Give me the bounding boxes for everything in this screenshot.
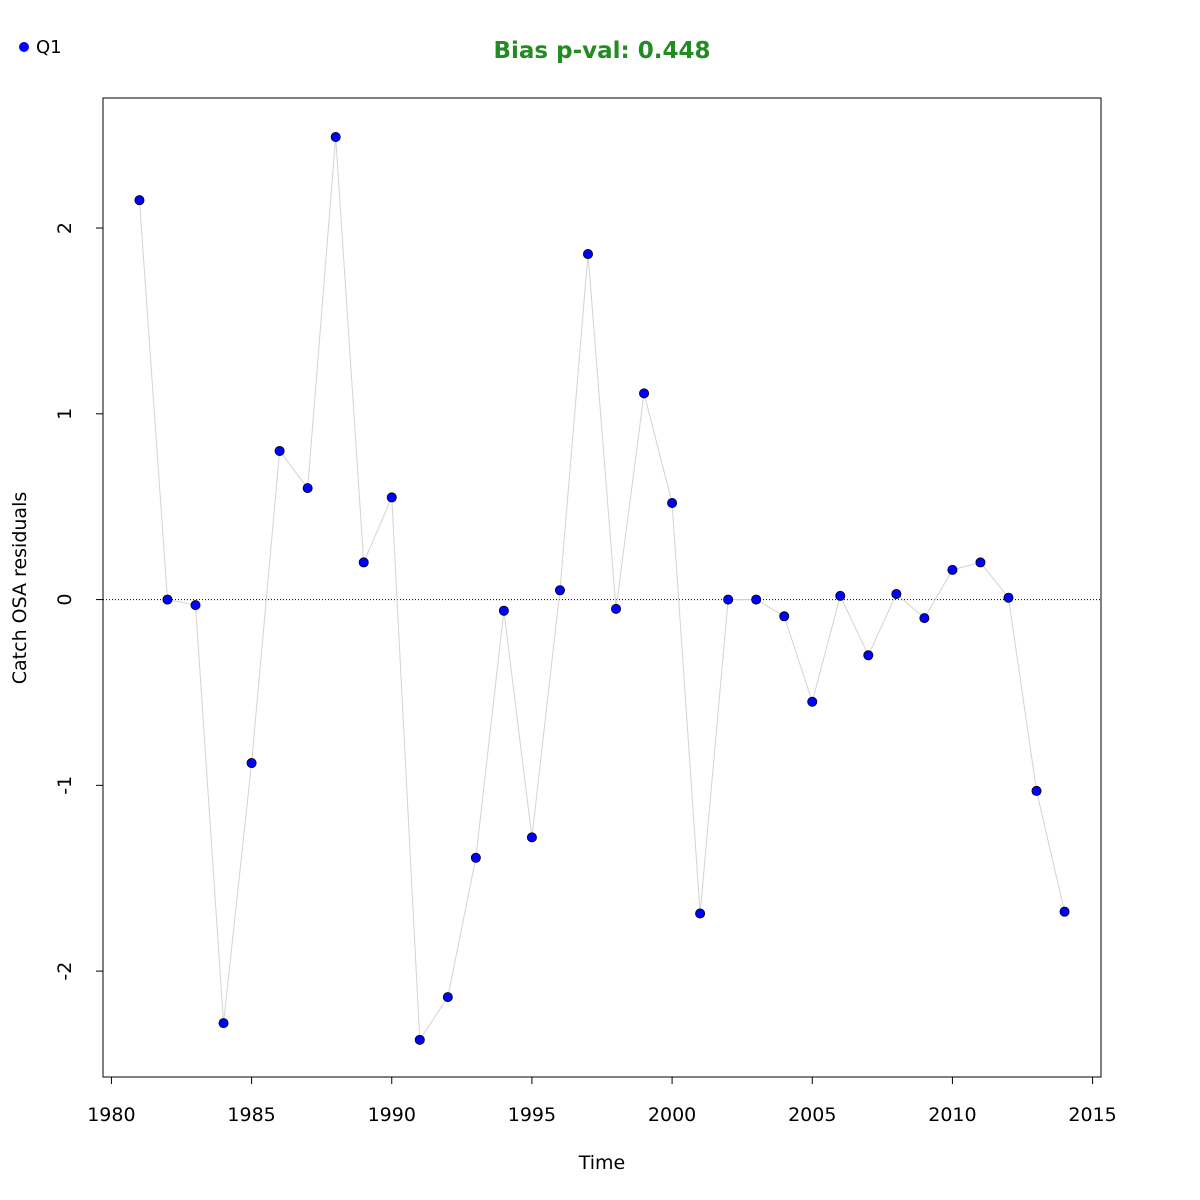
data-point-1991 bbox=[414, 1034, 425, 1045]
y-tick-label: 1 bbox=[54, 408, 76, 420]
y-axis: -2 -1 0 1 2 bbox=[54, 222, 104, 981]
legend: Q1 bbox=[19, 37, 62, 58]
data-point-1992 bbox=[442, 992, 453, 1003]
x-axis-title: Time bbox=[578, 1152, 626, 1174]
data-point-1989 bbox=[358, 557, 369, 568]
data-point-2011 bbox=[975, 557, 986, 568]
y-tick-label: -1 bbox=[54, 776, 76, 795]
data-point-1988 bbox=[330, 132, 341, 143]
data-point-2003 bbox=[751, 594, 762, 605]
data-point-2007 bbox=[863, 650, 874, 661]
y-tick-label: -2 bbox=[54, 962, 76, 981]
data-point-2010 bbox=[947, 564, 958, 575]
data-point-1982 bbox=[162, 594, 173, 605]
x-tick-label: 1990 bbox=[368, 1104, 416, 1126]
data-point-1983 bbox=[190, 600, 201, 611]
data-point-1997 bbox=[582, 249, 593, 260]
data-point-1985 bbox=[246, 758, 257, 769]
x-tick-label: 1995 bbox=[508, 1104, 556, 1126]
x-tick-label: 1980 bbox=[87, 1104, 135, 1126]
data-point-2004 bbox=[779, 611, 790, 622]
y-tick-label: 0 bbox=[54, 594, 76, 606]
x-tick-label: 2005 bbox=[788, 1104, 836, 1126]
x-tick-label: 2015 bbox=[1068, 1104, 1116, 1126]
data-point-1995 bbox=[526, 832, 537, 843]
data-point-1999 bbox=[639, 388, 650, 399]
data-point-1981 bbox=[134, 195, 145, 206]
x-tick-label: 2010 bbox=[928, 1104, 976, 1126]
data-point-1996 bbox=[554, 585, 565, 596]
series-points bbox=[134, 132, 1070, 1045]
plot-frame bbox=[102, 97, 1102, 1078]
data-point-2013 bbox=[1031, 785, 1042, 796]
data-point-2001 bbox=[695, 908, 706, 919]
x-tick-label: 1985 bbox=[227, 1104, 275, 1126]
data-point-1998 bbox=[611, 603, 622, 614]
data-point-2002 bbox=[723, 594, 734, 605]
x-axis: 1980 1985 1990 1995 2000 2005 2010 2015 bbox=[87, 1076, 1117, 1126]
data-point-2014 bbox=[1059, 906, 1070, 917]
data-point-1993 bbox=[470, 852, 481, 863]
chart-title: Bias p-val: 0.448 bbox=[494, 38, 711, 64]
legend-marker bbox=[19, 42, 29, 52]
data-point-1990 bbox=[386, 492, 397, 503]
data-point-1987 bbox=[302, 483, 313, 494]
x-tick-label: 2000 bbox=[648, 1104, 696, 1126]
series-connector-line bbox=[138, 136, 1066, 1042]
data-point-1994 bbox=[498, 605, 509, 616]
data-point-2000 bbox=[667, 497, 678, 508]
y-tick-label: 2 bbox=[54, 222, 76, 234]
data-point-1984 bbox=[218, 1018, 229, 1029]
data-point-2005 bbox=[807, 696, 818, 707]
data-point-2012 bbox=[1003, 592, 1014, 603]
data-point-2008 bbox=[891, 589, 902, 600]
data-point-2006 bbox=[835, 590, 846, 601]
data-point-1986 bbox=[274, 445, 285, 456]
data-point-2009 bbox=[919, 613, 930, 624]
legend-label-q1: Q1 bbox=[36, 37, 62, 58]
y-axis-title: Catch OSA residuals bbox=[9, 492, 31, 684]
